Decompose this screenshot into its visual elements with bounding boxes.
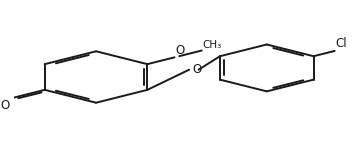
Text: Cl: Cl xyxy=(336,37,347,51)
Text: O: O xyxy=(192,63,201,76)
Text: O: O xyxy=(1,99,10,112)
Text: CH₃: CH₃ xyxy=(203,40,222,50)
Text: O: O xyxy=(175,44,185,57)
